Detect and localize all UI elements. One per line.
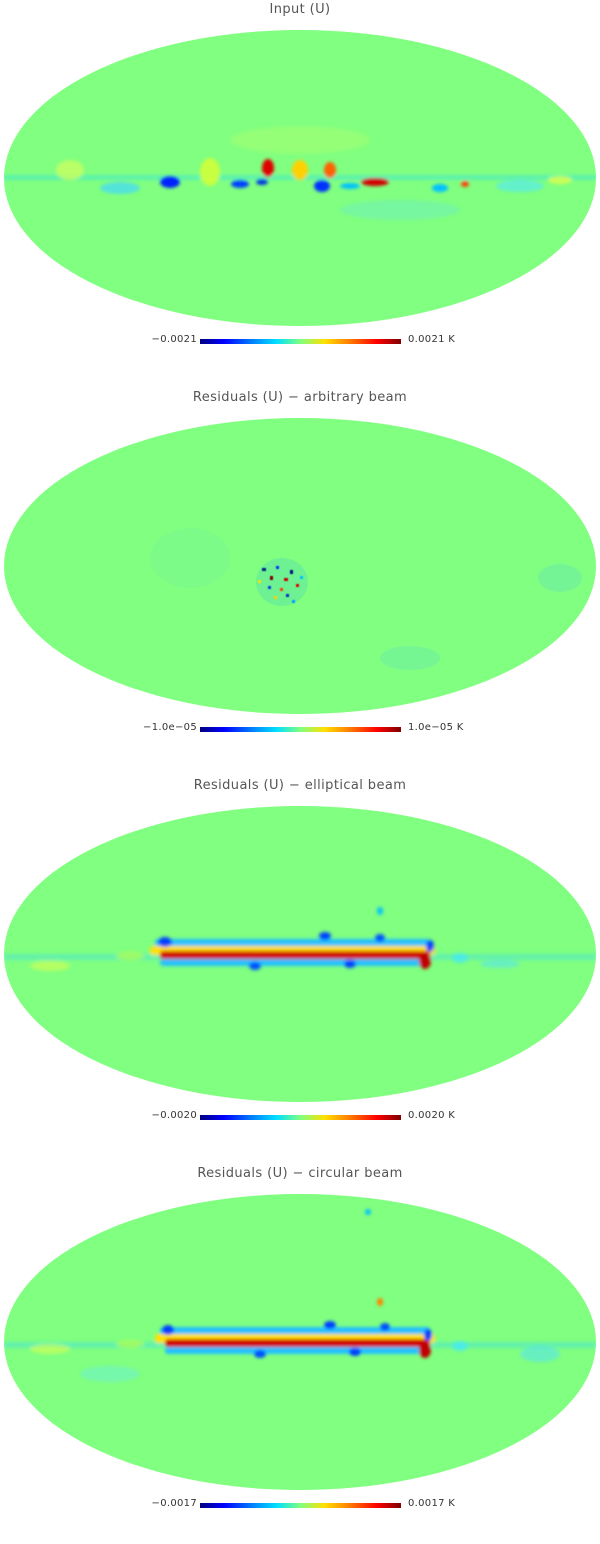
colorbar-max-label: 0.0020 K (408, 1110, 456, 1121)
colorbar-min-label: −0.0020 (151, 1110, 197, 1121)
colorbar-gradient (200, 1115, 401, 1120)
colorbar-gradient (200, 1503, 401, 1508)
panel-title: Residuals (U) − circular beam (197, 1166, 403, 1181)
mollweide-map-input (4, 30, 596, 326)
panel-title: Residuals (U) − arbitrary beam (192, 390, 408, 405)
colorbar-max-label: 0.0017 K (408, 1498, 456, 1509)
map-panel-arbitrary-beam: Residuals (U) − arbitrary beam (0, 388, 600, 768)
colorbar-gradient (200, 727, 401, 732)
map-panel-elliptical-beam: Residuals (U) − elliptical beam (0, 776, 600, 1156)
panel-title: Input (U) (269, 2, 331, 17)
map-panel-input: Input (U) −0.00 (0, 0, 600, 380)
colorbar-min-label: −1.0e−05 (143, 722, 197, 733)
colorbar-gradient (200, 339, 401, 344)
colorbar-min-label: −0.0017 (151, 1498, 197, 1509)
mollweide-map-elliptical-beam (4, 806, 596, 1102)
colorbar: −0.0020 0.0020 K (0, 1109, 600, 1125)
map-panel-circular-beam: Residuals (U) − circular beam (0, 1164, 600, 1544)
mollweide-map-circular-beam (4, 1194, 596, 1490)
colorbar: −0.0021 0.0021 K (0, 333, 600, 349)
colorbar-max-label: 0.0021 K (408, 334, 456, 345)
colorbar: −0.0017 0.0017 K (0, 1497, 600, 1513)
mollweide-map-arbitrary-beam (4, 418, 596, 714)
colorbar-max-label: 1.0e−05 K (408, 722, 464, 733)
colorbar: −1.0e−05 1.0e−05 K (0, 721, 600, 737)
panel-title: Residuals (U) − elliptical beam (193, 778, 407, 793)
colorbar-min-label: −0.0021 (151, 334, 197, 345)
